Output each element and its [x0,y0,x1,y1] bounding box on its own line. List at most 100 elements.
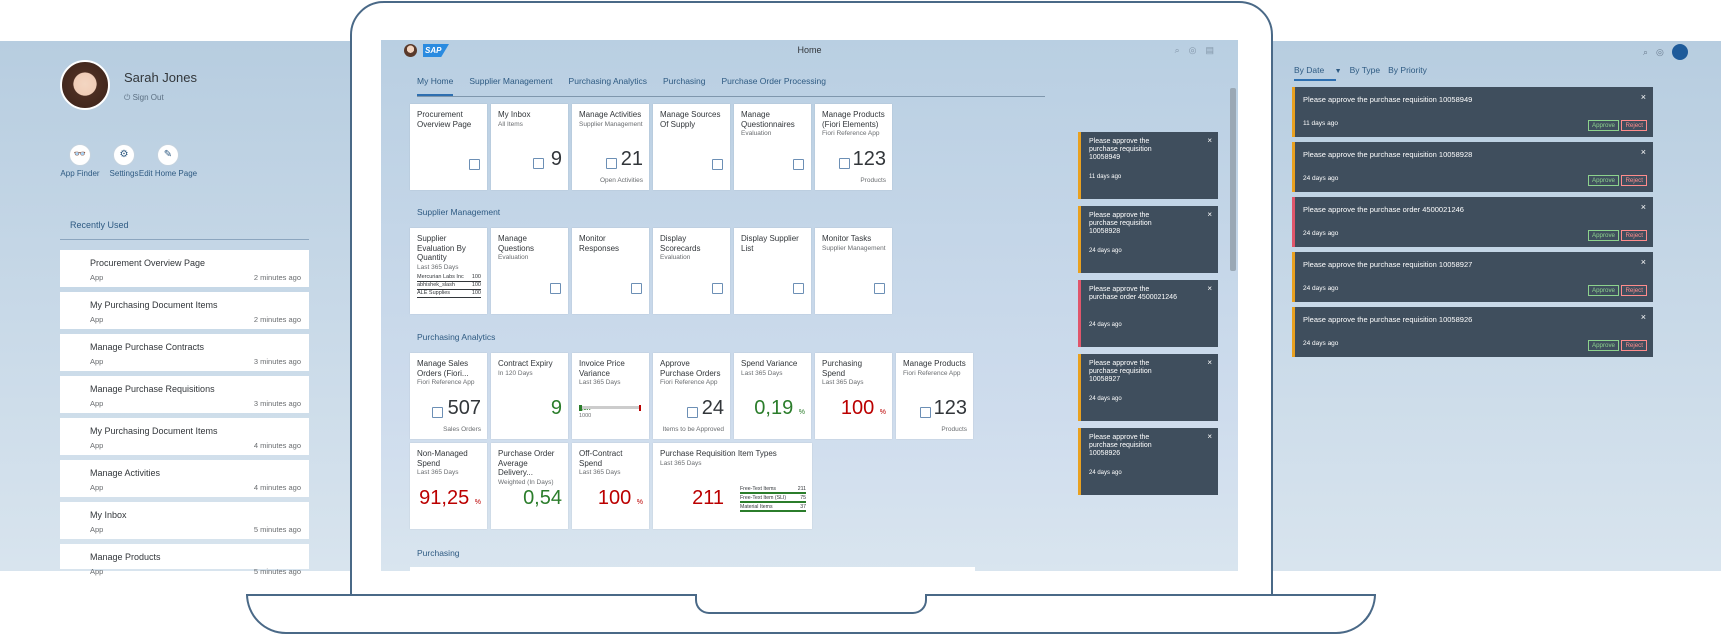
notification-card[interactable]: Please approve the purchase order 450002… [1292,197,1653,247]
tile-manage-products-fe[interactable]: Manage Products (Fiori Elements) Fiori R… [815,104,892,190]
tile-po-average-delivery[interactable]: Purchase Order Average Delivery... Weigh… [491,443,568,529]
approve-button[interactable]: Approve [1587,285,1619,296]
tile-invoice-price-variance[interactable]: Invoice Price Variance Last 365 Days 1,5… [572,353,649,439]
recent-item[interactable]: Manage Purchase Contracts App 3 minutes ag… [60,334,309,371]
tab-supplier-management[interactable]: Supplier Management [469,76,553,86]
tile-purchasing-spend[interactable]: Purchasing Spend Last 365 Days 100 % [815,353,892,439]
approve-button[interactable]: Approve [1587,120,1619,131]
recent-item[interactable]: My Purchasing Document Items App 4 minutes… [60,418,309,455]
tile-off-contract-spend[interactable]: Off-Contract Spend Last 365 Days 100 % [572,443,649,529]
tile-display-supplier-list[interactable]: Display Supplier List [734,228,811,314]
reject-button[interactable]: Reject [1621,230,1647,241]
close-icon[interactable]: × [1640,257,1646,267]
approve-button[interactable]: Approve [1587,175,1619,186]
approve-button[interactable]: Approve [1587,340,1619,351]
tile-approve-purchase-orders[interactable]: Approve Purchase Orders Fiori Reference … [653,353,730,439]
tab-purchase-order-processing[interactable]: Purchase Order Processing [721,76,826,86]
tile-manage-questions[interactable]: Manage Questions Evaluation [491,228,568,314]
sign-out-link[interactable]: ⏻ Sign Out [124,93,164,103]
help-icon[interactable]: ◎ [1656,46,1664,57]
anchor-tabs: My Home Supplier Management Purchasing A… [417,76,1045,97]
notification-card[interactable]: Please approve the purchase requisition … [1078,206,1218,273]
section-supplier-management: Supplier Management [417,207,501,217]
close-icon[interactable]: × [1640,312,1646,322]
scrollbar[interactable] [1230,88,1236,271]
reject-button[interactable]: Reject [1621,340,1647,351]
close-icon[interactable]: × [1640,202,1646,212]
help-icon[interactable]: ◎ [1188,45,1197,55]
app-finder-button[interactable]: 👓 App Finder [50,144,110,178]
recent-item[interactable]: My Purchasing Document Items App 2 minutes… [60,292,309,329]
notifications-icon[interactable]: ▤ [1205,45,1214,55]
recent-item-type: App [90,399,104,408]
tab-purchasing[interactable]: Purchasing [662,76,706,86]
tile-spend-variance[interactable]: Spend Variance Last 365 Days 0,19 % [734,353,811,439]
tile-subtitle: Fiori Reference App [822,130,880,137]
edit-home-page-button[interactable]: ✎ Edit Home Page [138,144,198,178]
chart-row: ALE Supplies 100 [417,289,481,298]
close-icon[interactable]: × [1207,136,1212,145]
tile-contract-expiry[interactable]: Contract Expiry In 120 Days 9 [491,353,568,439]
search-icon[interactable]: ⌕ [1643,46,1649,57]
tile-manage-activities[interactable]: Manage Activities Supplier Management 21… [572,104,649,190]
sign-out-label: Sign Out [132,93,164,102]
reject-button[interactable]: Reject [1621,285,1647,296]
tile-purchase-requisition-item-types[interactable]: Purchase Requisition Item Types Last 365… [653,443,812,529]
tile-title: Monitor Responses [579,234,620,253]
notification-card[interactable]: Please approve the purchase requisition … [1078,132,1218,199]
notification-message: Please approve the purchase requisition … [1303,95,1473,104]
tile-procurement-overview[interactable]: Procurement Overview Page [410,104,487,190]
user-avatar[interactable] [60,60,110,110]
tile-title: Purchase Order Average Delivery... [498,449,555,477]
tile-title: Non-Managed Spend [417,449,468,468]
recent-item-title: My Purchasing Document Items [90,300,218,310]
close-icon[interactable]: × [1207,432,1212,441]
recent-item-time: 5 minutes ago [253,567,301,576]
reject-button[interactable]: Reject [1621,175,1647,186]
tile-my-inbox[interactable]: My Inbox All Items 9 [491,104,568,190]
reject-button[interactable]: Reject [1621,120,1647,131]
notification-card[interactable]: Please approve the purchase requisition … [1292,142,1653,192]
sap-logo[interactable]: SAP [423,44,449,57]
notifications-avatar-icon[interactable] [1671,44,1688,60]
tile-subtitle: Supplier Management [822,244,886,252]
shell-avatar[interactable] [404,44,417,57]
tile-monitor-tasks[interactable]: Monitor Tasks Supplier Management [815,228,892,314]
recent-item[interactable]: Manage Activities App 4 minutes ago [60,460,309,497]
supplier-icon [793,283,804,294]
notification-card[interactable]: Please approve the purchase order 450002… [1078,280,1218,347]
tab-purchasing-analytics[interactable]: Purchasing Analytics [568,76,647,86]
close-icon[interactable]: × [1207,358,1212,367]
tile-subtitle: Last 365 Days [822,379,864,386]
tab-by-type[interactable]: By Type [1349,65,1381,75]
recent-item[interactable]: Procurement Overview Page App 2 minutes ag… [60,250,309,287]
tile-supplier-evaluation[interactable]: Supplier Evaluation By Quantity Last 365… [410,228,487,314]
settings-button[interactable]: ⚙ Settings [94,144,154,178]
close-icon[interactable]: × [1640,147,1646,157]
tile-manage-products[interactable]: Manage Products Fiori Reference App 123 … [896,353,973,439]
search-icon[interactable]: ⌕ [1174,45,1180,55]
questions-icon [550,283,561,294]
recent-item[interactable]: Manage Purchase Requisitions App 3 minutes… [60,376,309,413]
tab-by-date[interactable]: By Date ▼ [1294,65,1342,75]
tile-manage-sales-orders[interactable]: Manage Sales Orders (Fiori... Fiori Refe… [410,353,487,439]
notification-card[interactable]: Please approve the purchase requisition … [1292,252,1653,302]
tile-display-scorecards[interactable]: Display Scorecards Evaluation [653,228,730,314]
notification-card[interactable]: Please approve the purchase requisition … [1078,354,1218,421]
notification-card[interactable]: Please approve the purchase requisition … [1292,87,1653,137]
close-icon[interactable]: × [1207,210,1212,219]
notification-card[interactable]: Please approve the purchase requisition … [1292,307,1653,357]
recent-item-type: App [90,315,104,324]
tile-monitor-responses[interactable]: Monitor Responses [572,228,649,314]
approve-button[interactable]: Approve [1587,230,1619,241]
notification-card[interactable]: Please approve the purchase requisition … [1078,428,1218,495]
tile-non-managed-spend[interactable]: Non-Managed Spend Last 365 Days 91,25 % [410,443,487,529]
recent-item[interactable]: My Inbox App 5 minutes ago [60,502,309,539]
tab-my-home[interactable]: My Home [417,76,454,96]
recent-item[interactable]: Manage Products App 5 minutes ago [60,544,309,576]
tile-manage-questionnaires[interactable]: Manage Questionnaires Evaluation [734,104,811,190]
tab-by-priority[interactable]: By Priority [1388,65,1427,75]
tile-manage-sources[interactable]: Manage Sources Of Supply [653,104,730,190]
close-icon[interactable]: × [1207,284,1212,293]
close-icon[interactable]: × [1640,92,1646,102]
